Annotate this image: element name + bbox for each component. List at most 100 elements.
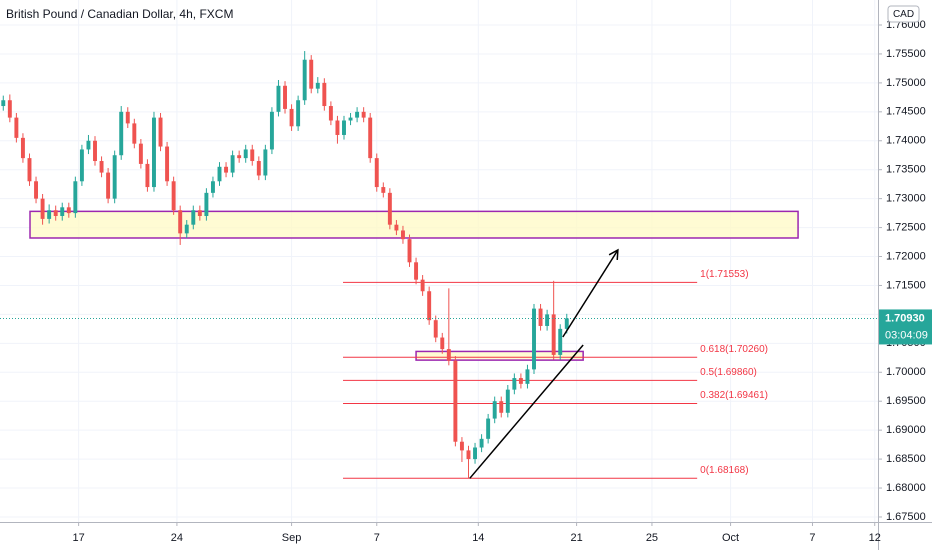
candle-body	[558, 328, 563, 355]
candle-body	[545, 314, 550, 326]
candle-body	[243, 149, 248, 159]
candle-body	[427, 291, 432, 321]
candle-body	[93, 140, 97, 162]
candle-body	[407, 239, 412, 263]
candle-body	[66, 207, 71, 214]
candle-body	[283, 85, 287, 109]
currency-box[interactable]	[887, 5, 920, 23]
candle-body	[551, 314, 556, 355]
candle-body	[499, 401, 504, 413]
candle-body	[224, 166, 229, 173]
fib-label: 0(1.68168)	[700, 465, 748, 476]
arrow-line	[562, 249, 619, 338]
candle-body	[492, 401, 497, 419]
candle-body	[125, 111, 130, 124]
candle-body	[466, 450, 471, 460]
candle-body	[564, 318, 569, 329]
candle-body	[210, 181, 215, 193]
candle-body	[512, 378, 517, 390]
candle-body	[525, 369, 530, 384]
candle-body	[1, 100, 6, 107]
zone	[415, 350, 584, 361]
y-tick-label: 1.72000	[886, 250, 926, 262]
y-tick-label: 1.75500	[886, 48, 926, 60]
candle-body	[138, 143, 143, 164]
trend-line	[469, 344, 584, 479]
candle-body	[145, 163, 150, 188]
candle-body	[479, 438, 484, 448]
candle-body	[86, 140, 91, 150]
x-tick-label: Sep	[282, 532, 302, 544]
candle-body	[361, 111, 366, 118]
fib-label: 1(1.71553)	[700, 269, 748, 280]
y-tick-label: 1.73500	[886, 164, 926, 176]
y-tick-label: 1.72500	[886, 221, 926, 233]
chart-title: British Pound / Canadian Dollar, 4h, FXC…	[6, 7, 233, 21]
y-tick-label: 1.73000	[886, 193, 926, 205]
candle-body	[348, 117, 353, 121]
candle-body	[296, 100, 301, 127]
y-tick-label: 1.74500	[886, 106, 926, 118]
candle-body	[459, 441, 464, 451]
candle-body	[414, 262, 419, 280]
candle-body	[453, 360, 458, 442]
candle-body	[309, 59, 314, 89]
candle-body	[315, 82, 320, 89]
y-tick-label: 1.74000	[886, 135, 926, 147]
y-tick-label: 1.75000	[886, 77, 926, 89]
candle-body	[440, 337, 445, 350]
y-tick-label: 1.69000	[886, 424, 926, 436]
candle-body	[158, 117, 163, 147]
candle-body	[119, 111, 124, 156]
y-tick-label: 1.69500	[886, 395, 926, 407]
candle-body	[400, 230, 405, 240]
candle-body	[538, 308, 543, 326]
candle-body	[505, 389, 510, 413]
x-tick-label: 14	[472, 532, 484, 544]
x-tick-label: 21	[570, 532, 582, 544]
candle-body	[132, 123, 137, 144]
candle-body	[532, 308, 536, 370]
candle-body	[47, 210, 52, 219]
candle-body	[197, 210, 202, 216]
candle-body	[328, 106, 333, 121]
y-tick-label: 1.68000	[886, 482, 926, 494]
candle-body	[368, 117, 373, 159]
candle-body	[178, 210, 183, 234]
price-label: 1.70930	[885, 312, 925, 324]
candle-body	[217, 166, 222, 182]
candle-body	[473, 447, 478, 460]
candle-body	[420, 279, 425, 292]
candle-body	[106, 172, 111, 199]
y-tick-label: 1.68500	[886, 453, 926, 465]
candle-body	[263, 149, 268, 176]
plot: 1(1.71553) 0.618(1.70260) 0.5(1.69860) 0.38…	[0, 51, 878, 479]
candle-body	[191, 210, 196, 225]
price-box	[879, 309, 932, 345]
y-tick-label: 1.71500	[886, 279, 926, 291]
candle-body	[342, 120, 346, 135]
candle-body	[7, 100, 12, 118]
candle-body	[394, 224, 399, 231]
y-tick-label: 1.70000	[886, 366, 926, 378]
currency: CAD	[893, 9, 914, 20]
x-tick-label: 7	[374, 532, 380, 544]
arrow-head	[608, 248, 619, 261]
x-tick-label: 25	[646, 532, 658, 544]
candle-body	[486, 418, 491, 439]
fib-label: 0.618(1.70260)	[700, 344, 768, 355]
fib-label: 0.5(1.69860)	[700, 367, 757, 378]
candle-body	[335, 120, 340, 135]
candle-body	[53, 210, 58, 216]
candle-body	[302, 59, 307, 101]
candle-body	[322, 82, 327, 107]
candle-body	[381, 187, 386, 193]
candle-body	[73, 181, 78, 214]
candle-body	[374, 158, 379, 188]
x-tick-label: 7	[809, 532, 815, 544]
candle-body	[40, 198, 45, 219]
candle-body	[79, 149, 84, 182]
candle-body	[433, 320, 438, 338]
